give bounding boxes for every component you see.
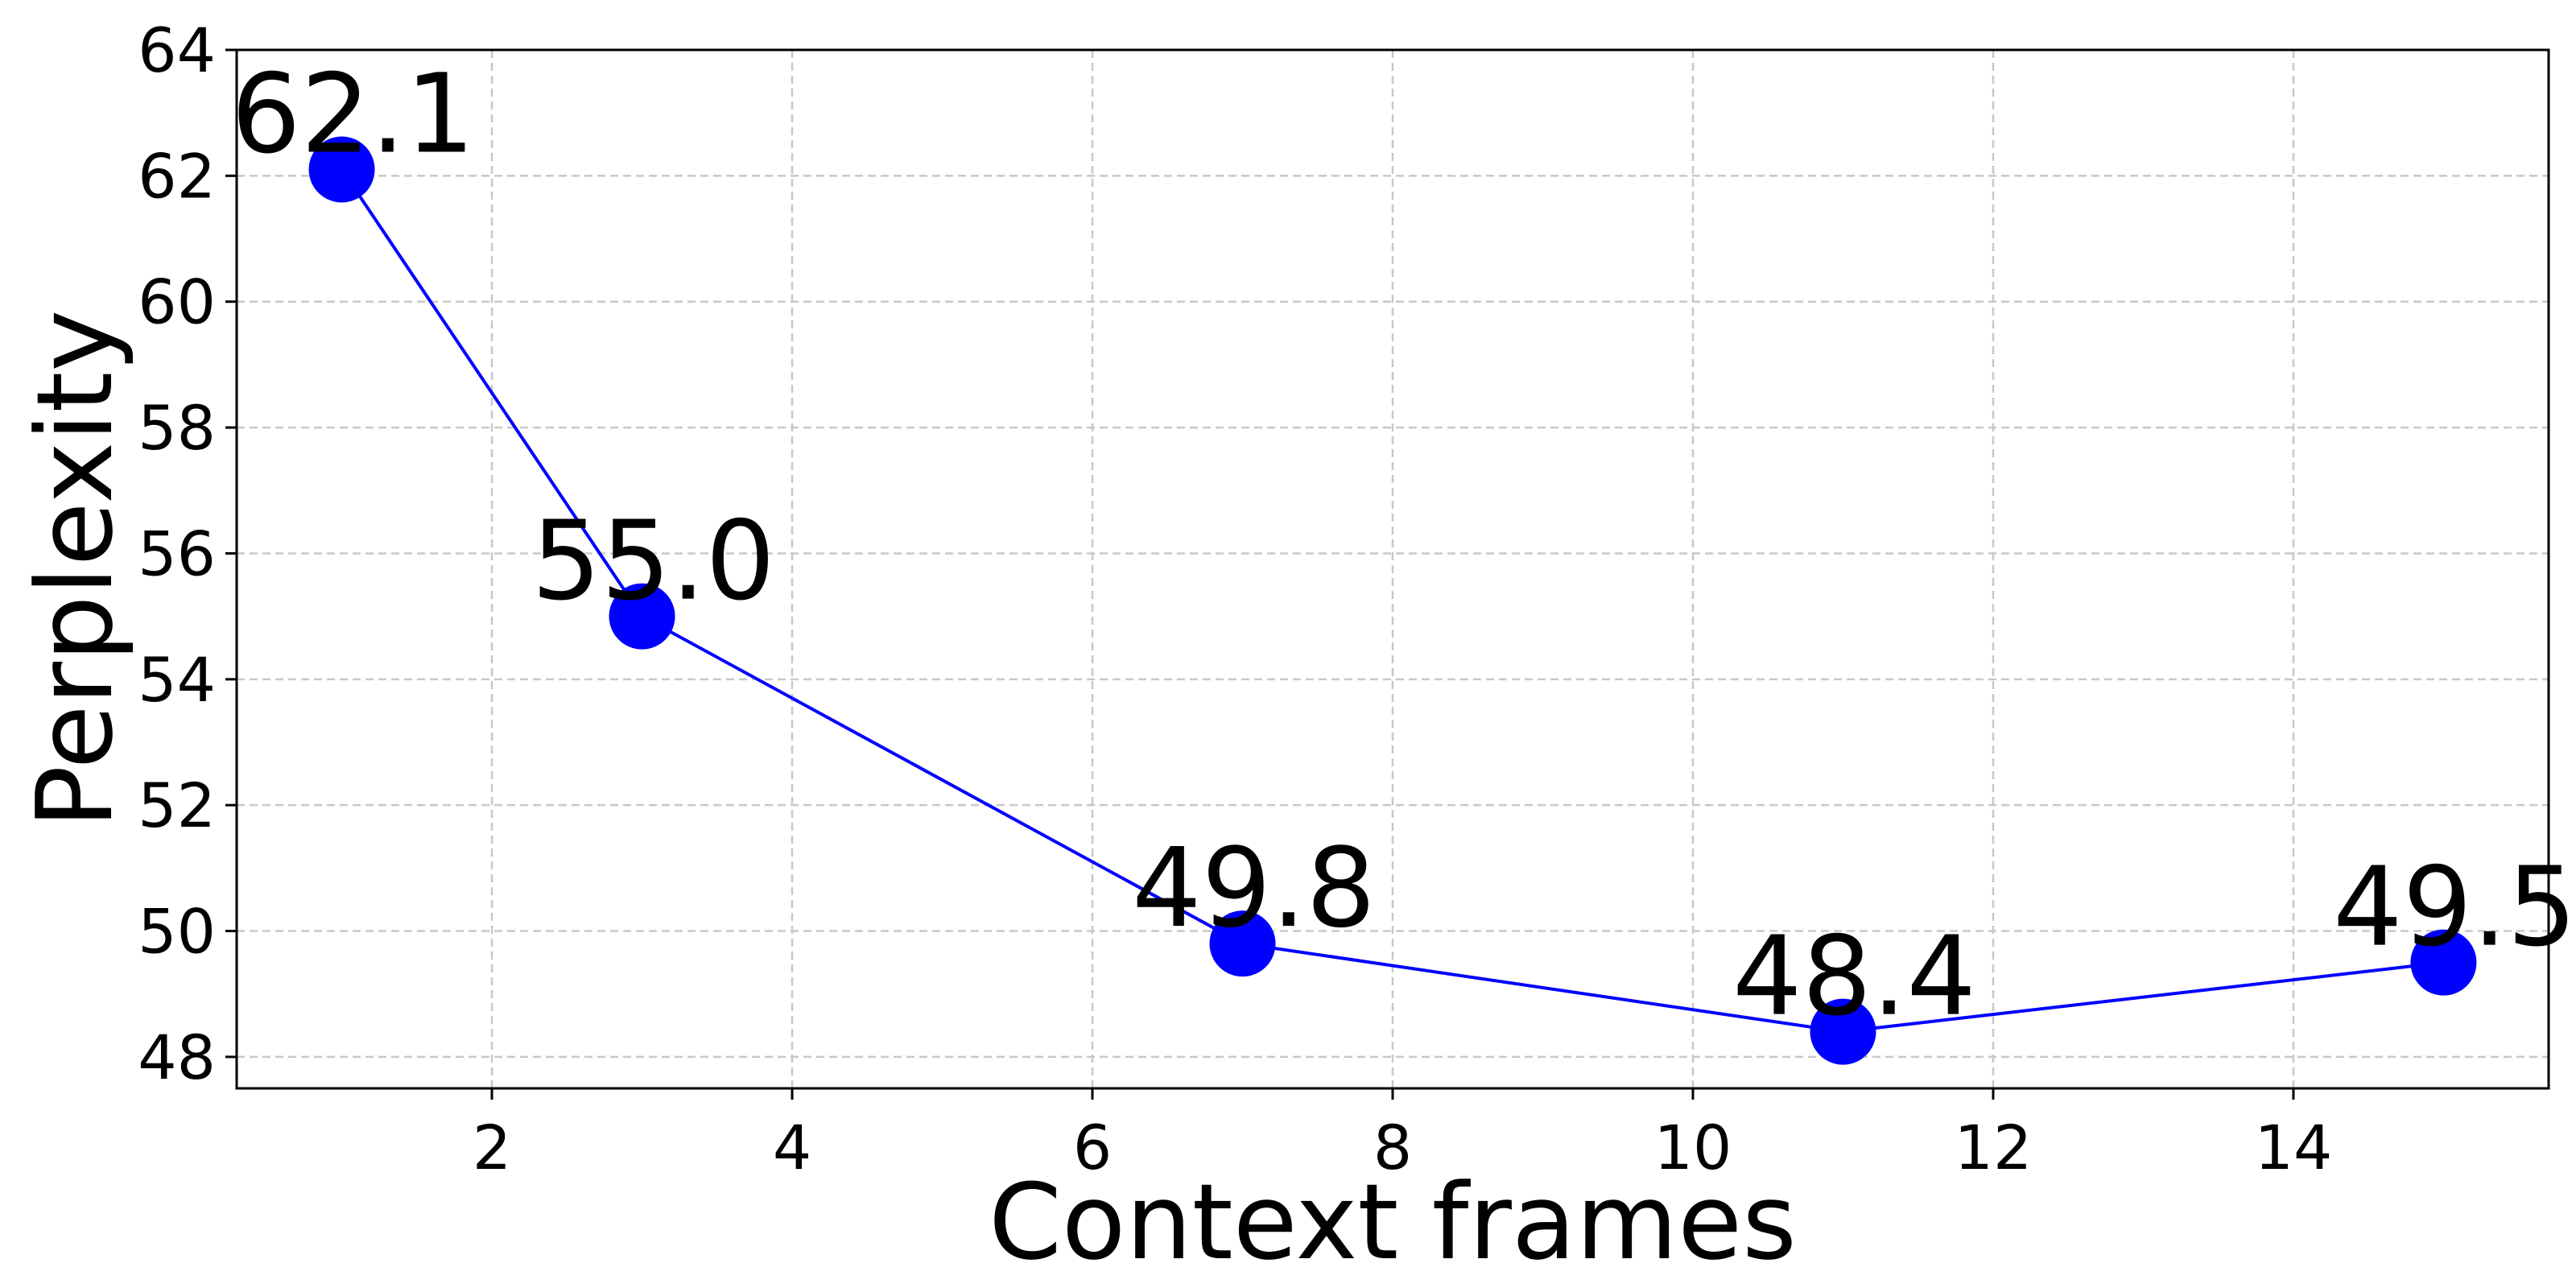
data-label: 49.5 bbox=[2333, 844, 2576, 972]
y-tick-label: 58 bbox=[138, 392, 216, 464]
x-tick-label: 2 bbox=[473, 1112, 511, 1183]
x-tick-label: 8 bbox=[1373, 1112, 1412, 1183]
data-point bbox=[1209, 910, 1276, 977]
axis-ticks: 2 4 6 8 10 12 14 48 50 52 54 56 58 60 62 64 bbox=[138, 14, 2332, 1183]
x-tick-label: 12 bbox=[1955, 1112, 2033, 1183]
data-point bbox=[609, 583, 675, 650]
x-tick-label: 14 bbox=[2255, 1112, 2333, 1183]
y-axis-title: Perplexity bbox=[14, 310, 136, 828]
series-layer bbox=[308, 136, 2477, 1065]
data-point bbox=[1810, 998, 1876, 1065]
data-label: 49.8 bbox=[1132, 825, 1376, 952]
y-tick-label: 60 bbox=[138, 266, 216, 338]
x-tick-label: 10 bbox=[1654, 1112, 1732, 1183]
y-tick-label: 56 bbox=[138, 518, 216, 589]
x-axis-title: Context frames bbox=[989, 1161, 1797, 1283]
data-point bbox=[2410, 929, 2477, 996]
x-tick-label: 4 bbox=[773, 1112, 811, 1183]
data-labels: 62.1 55.0 49.8 48.4 49.5 bbox=[231, 52, 2576, 1041]
y-tick-label: 64 bbox=[138, 14, 216, 86]
data-label: 48.4 bbox=[1732, 914, 1976, 1041]
data-label: 62.1 bbox=[231, 52, 475, 179]
y-tick-label: 62 bbox=[138, 140, 216, 212]
y-tick-label: 48 bbox=[138, 1022, 216, 1093]
y-tick-label: 50 bbox=[138, 896, 216, 968]
y-tick-label: 52 bbox=[138, 770, 216, 841]
y-tick-label: 54 bbox=[138, 644, 216, 716]
data-point bbox=[308, 136, 375, 203]
data-label: 55.0 bbox=[531, 498, 775, 625]
x-tick-label: 6 bbox=[1073, 1112, 1112, 1183]
